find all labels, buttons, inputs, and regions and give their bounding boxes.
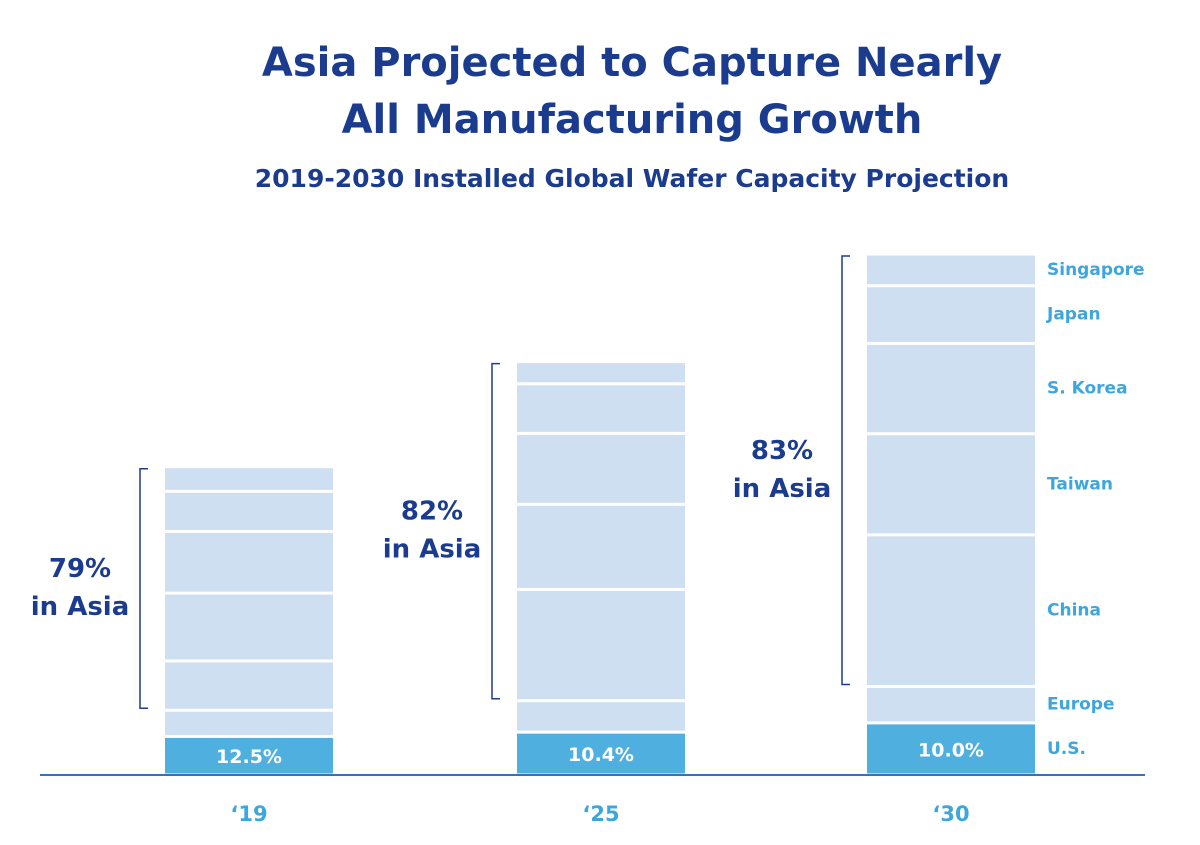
- bar-segment: [165, 711, 333, 735]
- bar-segment: [165, 468, 333, 490]
- share-label: 12.5%: [216, 746, 282, 768]
- chart-title: Asia Projected to Capture Nearly: [262, 40, 1002, 86]
- bar-segment: [517, 385, 685, 432]
- share-label: 10.4%: [568, 744, 634, 766]
- x-tick-label: ‘19: [230, 802, 267, 826]
- legend-label: S. Korea: [1047, 379, 1128, 399]
- chart-title: All Manufacturing Growth: [342, 97, 923, 143]
- bar-segment: [517, 733, 685, 774]
- bar-segment: [867, 255, 1035, 285]
- bar-segment: [867, 688, 1035, 722]
- asia-label: in Asia: [31, 592, 130, 622]
- bar-segment: [165, 594, 333, 660]
- bar-segment: [517, 702, 685, 731]
- asia-label: in Asia: [733, 474, 832, 504]
- bar-segment: [867, 724, 1035, 774]
- asia-label: 82%: [401, 497, 463, 527]
- legend-label: Singapore: [1047, 260, 1145, 280]
- legend-label: Europe: [1047, 695, 1114, 715]
- legend-label: Japan: [1046, 305, 1101, 325]
- asia-bracket: [139, 467, 148, 710]
- chart-subtitle: 2019-2030 Installed Global Wafer Capacit…: [255, 164, 1009, 193]
- legend-label: U.S.: [1047, 739, 1086, 759]
- asia-label: 83%: [751, 436, 813, 466]
- bar-segment: [165, 737, 333, 774]
- bar-segment: [867, 435, 1035, 534]
- bar-segment: [517, 434, 685, 503]
- bar-segment: [165, 532, 333, 592]
- legend-label: Taiwan: [1047, 474, 1113, 494]
- legend-label: China: [1047, 601, 1101, 621]
- bar-segment: [867, 536, 1035, 686]
- asia-label: 79%: [49, 554, 111, 584]
- bar-segment: [867, 344, 1035, 433]
- asia-label: in Asia: [383, 535, 482, 565]
- x-tick-label: ‘30: [932, 802, 969, 826]
- bar-segment: [517, 590, 685, 700]
- bar-segment: [867, 287, 1035, 342]
- asia-bracket: [491, 362, 500, 700]
- bar-segment: [165, 492, 333, 530]
- x-tick-label: ‘25: [582, 802, 619, 826]
- bar-segment: [165, 662, 333, 709]
- bar-segment: [517, 363, 685, 383]
- asia-bracket: [841, 255, 850, 686]
- share-label: 10.0%: [918, 739, 984, 761]
- bar-segment: [517, 505, 685, 588]
